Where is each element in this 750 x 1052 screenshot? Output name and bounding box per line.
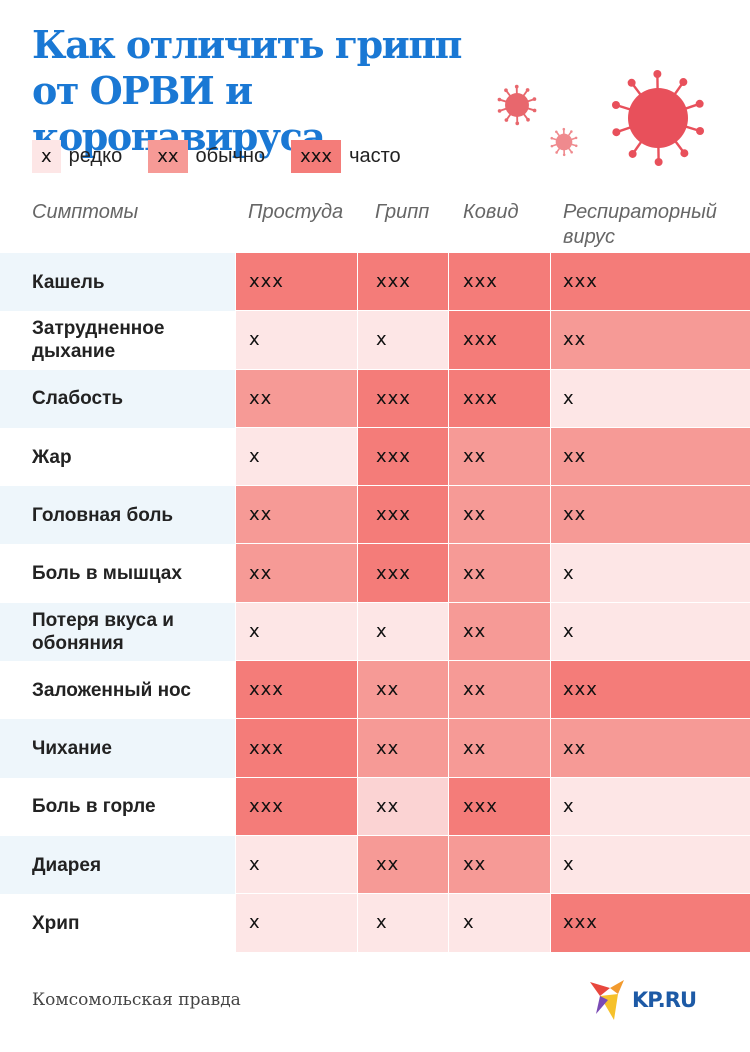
table-cell: ххх [448, 253, 550, 312]
table-cell: х [235, 311, 357, 370]
table-row: Боль в мышцах хх ххх хх х [0, 544, 750, 603]
virus-icon-small [497, 84, 537, 126]
table-cell: х [550, 777, 750, 836]
table-cell: х [448, 894, 550, 953]
table-row: Слабость хх ххх ххх х [0, 369, 750, 428]
table-cell: х [550, 602, 750, 662]
column-header-symptoms: Симптомы [32, 201, 139, 223]
table-row: Диарея х хх хх х [0, 835, 750, 895]
table-cell: ххх [357, 253, 448, 312]
table-cell: х [357, 311, 448, 370]
table-row: Затрудненное дыхание х х ххх хх [0, 311, 750, 370]
symptom-label: Кашель [0, 253, 235, 312]
table-cell: хх [448, 544, 550, 603]
table-row: Боль в горле ххх хх ххх х [0, 777, 750, 836]
legend-swatch-usual: хх [148, 140, 188, 173]
table-cell: ххх [357, 427, 448, 487]
table-cell: хх [550, 427, 750, 487]
table-cell: хх [448, 486, 550, 545]
legend-swatch-rare: х [32, 140, 61, 173]
table-cell: ххх [235, 253, 357, 312]
table-cell: хх [235, 544, 357, 603]
symptom-label: Боль в мышцах [32, 563, 182, 585]
symptom-label: Слабость [0, 369, 235, 428]
legend-label-rare: редко [68, 145, 123, 167]
column-header-respiratory: Респираторный вирус [563, 201, 717, 248]
table-cell: х [550, 369, 750, 428]
table-cell: ххх [235, 777, 357, 836]
table-cell: хх [235, 369, 357, 428]
legend-label-often: часто [349, 145, 401, 167]
virus-icon-large [611, 70, 705, 166]
table-cell: хх [357, 835, 448, 895]
kp-logo: KP.RU [588, 978, 697, 1022]
table-cell: х [357, 894, 448, 953]
table-cell: ххх [357, 486, 448, 545]
table-cell: х [235, 894, 357, 953]
table-cell: х [235, 602, 357, 662]
symptom-label: Затрудненное дыхание [32, 318, 165, 363]
table-cell: ххх [357, 544, 448, 603]
symptom-label: Чихание [0, 719, 235, 778]
table-cell: хх [357, 719, 448, 778]
symptom-table: Кашель ххх ххх ххх ххх Затрудненное дыхание х х… [0, 253, 750, 953]
table-cell: хх [550, 719, 750, 778]
table-cell: х [235, 835, 357, 895]
table-row: Головная боль хх ххх хх хх [0, 486, 750, 545]
virus-spike-tip [695, 99, 704, 108]
table-cell: ххх [550, 661, 750, 720]
logo-text: KP.RU [632, 988, 697, 1012]
table-cell: ххх [550, 253, 750, 312]
column-header-flu: Грипп [375, 201, 430, 223]
symptom-label: Жар [32, 446, 72, 468]
table-cell: хх [448, 427, 550, 487]
table-cell: хх [448, 835, 550, 895]
symptom-label: Боль в горле [32, 796, 156, 818]
table-cell: ххх [448, 369, 550, 428]
table-cell: хх [448, 719, 550, 778]
table-row: Заложенный нос ххх хх хх ххх [0, 661, 750, 720]
column-header-covid: Ковид [463, 201, 519, 223]
table-cell: ххх [448, 777, 550, 836]
virus-spike-tip [612, 128, 621, 137]
column-header-cold: Простуда [248, 201, 344, 223]
table-cell: ххх [448, 311, 550, 370]
virus-icon-tiny [550, 127, 578, 157]
table-cell: хх [448, 661, 550, 720]
symptom-label: Заложенный нос [32, 679, 191, 701]
table-cell: ххх [235, 719, 357, 778]
table-cell: хх [357, 661, 448, 720]
table-cell: х [550, 544, 750, 603]
legend-label-usual: обычно [195, 145, 266, 167]
table-cell: х [235, 427, 357, 487]
table-cell: х [357, 602, 448, 662]
symptom-label: Потеря вкуса и обоняния [0, 602, 235, 662]
page-title: Как отличить грипп от ОРВИ и коронавирус… [32, 22, 462, 159]
symptom-label: Хрип [32, 912, 80, 934]
symptom-label: Головная боль [0, 486, 235, 545]
table-cell: ххх [357, 369, 448, 428]
table-cell: ххх [550, 894, 750, 953]
symptom-label: Диарея [0, 835, 235, 895]
table-cell: хх [448, 602, 550, 662]
table-cell: хх [357, 777, 448, 836]
table-cell: ххх [235, 661, 357, 720]
table-cell: хх [550, 311, 750, 370]
legend-swatch-often: ххх [291, 140, 342, 173]
table-cell: хх [235, 486, 357, 545]
table-row: Кашель ххх ххх ххх ххх [0, 253, 750, 312]
table-cell: х [550, 835, 750, 895]
legend: х редко хх обычно ххх часто [32, 140, 427, 173]
table-row: Потеря вкуса и обоняния х х хх х [0, 602, 750, 662]
table-cell: хх [550, 486, 750, 545]
table-row: Хрип х х х ххх [0, 894, 750, 953]
bird-logo-icon [590, 980, 624, 1020]
table-row: Жар х ххх хх хх [0, 427, 750, 487]
table-row: Чихание ххх хх хх хх [0, 719, 750, 778]
source-label: Комсомольская правда [32, 990, 241, 1010]
